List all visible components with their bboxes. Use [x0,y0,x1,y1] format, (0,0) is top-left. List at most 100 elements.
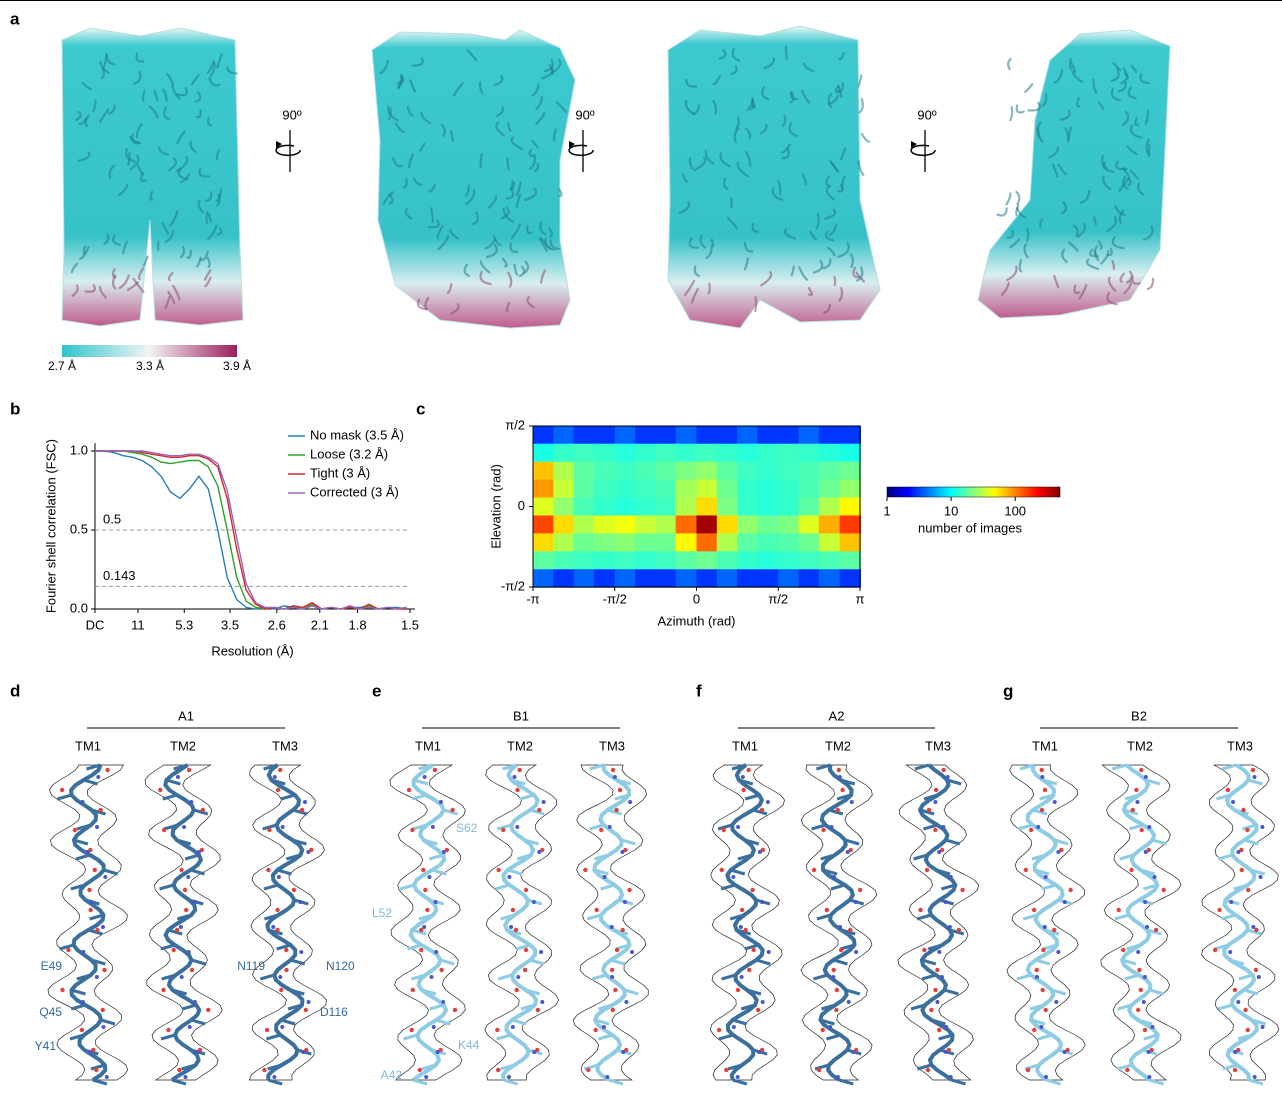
density-cell [819,462,840,480]
density-cell [717,533,738,551]
side-chain [161,1035,175,1039]
oxygen [840,788,844,792]
density-cell [819,551,840,569]
side-chain [592,975,606,979]
side-chain [516,945,530,949]
density-cell [697,462,718,480]
nitrogen [280,1025,284,1029]
side-chain [440,960,454,964]
density-cell [594,533,615,551]
density-cell [615,426,636,444]
oxygen [1245,828,1249,832]
density-cell [737,480,758,498]
backbone [411,765,446,1080]
colorbar-title: number of images [918,520,1023,535]
nitrogen [610,925,614,929]
oxygen [752,948,756,952]
side-chain [826,1035,840,1039]
nitrogen [182,825,186,829]
x-tick-label: 11 [131,617,145,632]
oxygen [187,768,191,772]
nitrogen [307,1000,311,1004]
oxygen [1052,928,1056,932]
oxygen [741,788,745,792]
density-cell [615,569,636,587]
x-tick-label: 1.8 [349,617,367,632]
oxygen [1241,808,1245,812]
nitrogen [624,1000,628,1004]
oxygen [821,1028,825,1032]
density-cell [533,444,554,462]
nitrogen [937,850,941,854]
nitrogen [101,1025,105,1029]
residue-label: E49 [41,959,63,973]
side-chain [1218,1005,1232,1009]
oxygen [586,1068,590,1072]
nitrogen [736,825,740,829]
map-texture [481,154,482,167]
nitrogen [512,775,516,779]
map-texture [1010,107,1012,120]
side-chain [430,1005,444,1009]
density-cell [676,444,697,462]
legend-label: No mask (3.5 Å) [310,427,404,442]
nitrogen [532,900,536,904]
side-chain [1244,840,1258,844]
map-texture [709,284,710,294]
side-chain [1112,765,1126,769]
nitrogen [431,825,435,829]
density-cell [757,444,778,462]
oxygen [743,928,747,932]
oxygen [179,868,183,872]
nitrogen [944,900,948,904]
nitrogen [271,925,275,929]
oxygen [615,948,619,952]
side-chain [719,1035,733,1039]
map-texture [997,208,1006,215]
oxygen [1029,828,1033,832]
nitrogen [1261,1025,1265,1029]
side-chain [722,975,736,979]
nitrogen [620,850,624,854]
oxygen [1129,868,1133,872]
nitrogen [1043,925,1047,929]
density-cell [594,569,615,587]
density-outline [485,765,559,1080]
side-chain [260,975,274,979]
side-chain [504,1080,518,1084]
oxygen [419,928,423,932]
group-title: A1 [178,708,194,723]
rotation-label: 90º [282,107,301,122]
oxygen [524,888,528,892]
oxygen [1254,968,1258,972]
oxygen [740,908,744,912]
oxygen [934,788,938,792]
density-cell [697,480,718,498]
density-cell [553,480,574,498]
density-cell [615,533,636,551]
oxygen [611,768,615,772]
nitrogen [277,875,281,879]
density-cell [533,533,554,551]
density-cell [676,480,697,498]
density-cell [553,498,574,516]
oxygen [1026,1068,1030,1072]
oxygen [537,808,541,812]
nitrogen [278,975,282,979]
side-chain [915,765,929,769]
nitrogen [630,950,634,954]
oxygen [60,788,64,792]
nitrogen [760,900,764,904]
oxygen [756,1008,760,1012]
helix-label: TM2 [170,738,196,753]
nitrogen [89,900,93,904]
oxygen [750,888,754,892]
nitrogen [766,800,770,804]
oxygen [746,768,750,772]
oxygen [935,968,939,972]
nitrogen [1035,975,1039,979]
nitrogen [758,850,762,854]
density-cell [737,569,758,587]
density-cell [697,515,718,533]
side-chain [277,870,291,874]
